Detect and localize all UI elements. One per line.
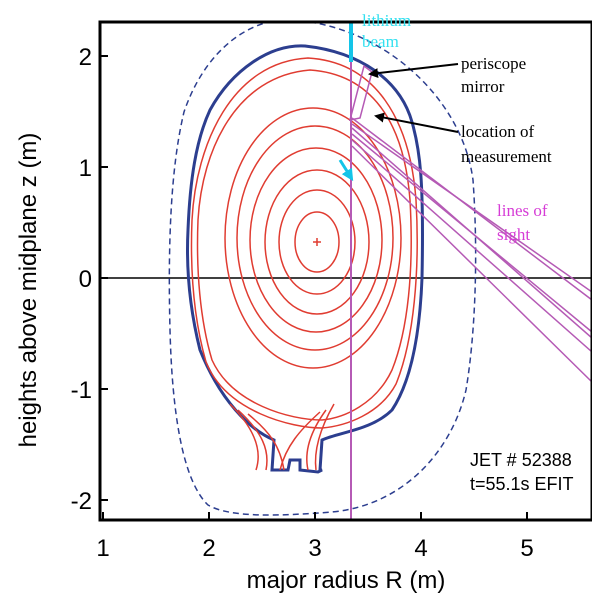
x-axis-label: major radius R (m) — [247, 567, 446, 594]
lithium-label: lithium — [362, 11, 411, 30]
separatrix — [186, 44, 425, 474]
annotations: lithium beam periscope mirror location o… — [362, 11, 552, 244]
vessel-wall — [168, 22, 477, 516]
beam-direction-arrow — [338, 159, 354, 182]
sight-line — [351, 123, 592, 293]
divertor-leg — [237, 409, 268, 471]
sight-line — [351, 117, 592, 301]
mirror-label: mirror — [461, 77, 505, 96]
plot-content — [100, 22, 592, 520]
flux-surface — [264, 169, 370, 315]
time-label: t=55.1s EFIT — [470, 474, 574, 494]
x-tick-label: 3 — [308, 535, 321, 562]
location-label: location of — [461, 122, 535, 141]
flux-surface — [249, 147, 383, 333]
divertor-leg — [314, 403, 335, 471]
periscope-arrow — [368, 63, 459, 79]
periscope-label: periscope — [461, 54, 526, 73]
y-tick-label: 0 — [79, 266, 92, 293]
x-tick-label: 1 — [96, 535, 109, 562]
x-tick-label: 5 — [520, 535, 533, 562]
sight-line — [351, 133, 592, 333]
x-tick-label: 4 — [414, 535, 427, 562]
flux-surface — [294, 211, 340, 273]
lines-of-sight — [348, 64, 592, 383]
magnetic-axis-marker — [313, 238, 321, 246]
y-axis-label: heights above midplane z (m) — [15, 133, 42, 448]
x-tick-labels: 1 2 3 4 5 — [96, 535, 533, 562]
measurement-label: measurement — [461, 147, 552, 166]
lines-of-label: lines of — [497, 201, 548, 220]
y-tick-labels: 2 1 0 -1 -2 — [71, 44, 92, 515]
measurement-arrow — [374, 112, 459, 133]
flux-surface — [224, 107, 402, 369]
x-tick-label: 2 — [202, 535, 215, 562]
divertor-leg — [279, 411, 321, 471]
y-tick-label: 1 — [79, 155, 92, 182]
flux-surfaces — [190, 57, 418, 471]
y-tick-label: -1 — [71, 377, 92, 404]
y-tick-label: -2 — [71, 488, 92, 515]
x-tick-marks — [102, 512, 528, 520]
flux-surface — [236, 125, 394, 351]
beam-label: beam — [362, 32, 399, 51]
y-tick-marks — [100, 55, 108, 501]
sight-label: sight — [497, 225, 530, 244]
divertor-leg — [247, 413, 285, 471]
sight-line — [351, 145, 592, 383]
divertor-leg — [306, 409, 327, 471]
sight-line — [351, 139, 592, 353]
plot-frame — [98, 20, 592, 522]
divertor-leg — [229, 403, 259, 471]
flux-surface — [278, 189, 356, 295]
flux-surface — [196, 69, 412, 421]
y-tick-label: 2 — [79, 44, 92, 71]
shot-number-label: JET # 52388 — [470, 450, 572, 470]
